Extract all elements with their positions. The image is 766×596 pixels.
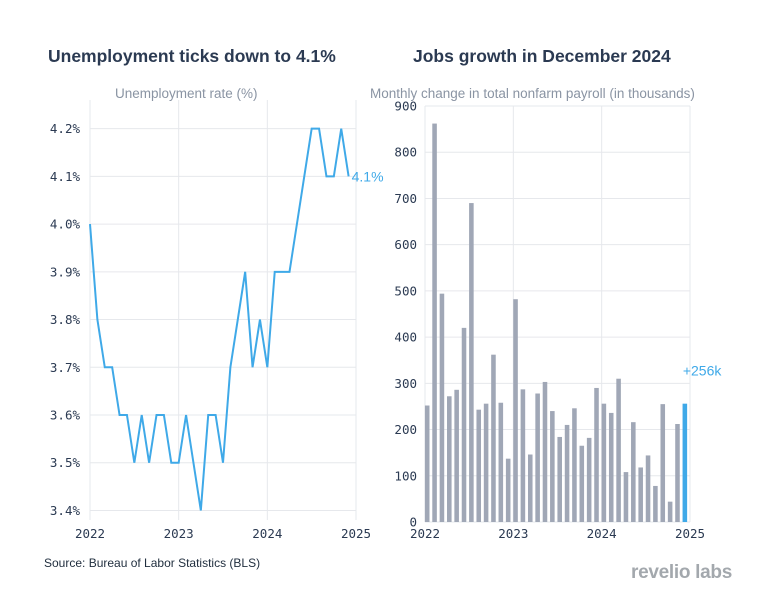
bar [513,299,518,522]
y-tick-label: 4.0% [50,217,81,232]
bar [527,454,533,522]
bar [491,354,496,522]
end-value-label: 4.1% [352,168,384,184]
bar [631,422,636,522]
y-tick-label: 4.1% [50,169,81,184]
bar [653,485,658,522]
bar [476,409,482,522]
x-tick-label: 2022 [410,526,440,541]
bar [520,389,526,522]
y-tick-label: 3.8% [50,312,81,327]
revelio-labs-logo: revelio labs [631,562,732,583]
bar [454,389,459,522]
bar [594,387,599,522]
bar [645,455,651,522]
bar [608,412,614,522]
bar [667,501,673,522]
bar [660,404,666,522]
y-tick-label: 800 [394,145,417,160]
x-tick-label: 2025 [341,526,371,541]
bar [557,436,562,522]
x-tick-label: 2023 [164,526,194,541]
y-tick-label: 3.4% [50,503,81,518]
bar [447,396,452,522]
bar [432,123,437,522]
right-chart-subtitle: Monthly change in total nonfarm payroll … [370,86,695,101]
bar-highlighted [682,403,688,522]
bar [469,203,474,523]
unemployment-line-chart: 3.4% 3.5% 3.6% 3.7% 3.8% 3.9% 4.0% 4.1% 4.2% 2022… [50,100,384,541]
bar [498,402,504,522]
y-tick-label: 200 [394,422,417,437]
bar [572,408,577,522]
bar [638,467,643,522]
y-tick-label: 900 [394,99,417,114]
bar [601,403,607,522]
x-tick-label: 2024 [252,526,282,541]
unemployment-series-line [89,127,350,511]
bar [505,458,511,522]
bar [623,472,629,522]
x-tick-label: 2025 [675,526,705,541]
y-tick-label: 3.9% [50,264,81,279]
source-note: Source: Bureau of Labor Statistics (BLS) [44,556,261,570]
bar [483,403,489,522]
payroll-bar-chart: 0 100 200 300 400 500 600 700 800 900 2022 2023 2024… [394,99,722,542]
y-tick-label: 3.6% [50,408,81,423]
y-tick-label: 100 [394,468,417,483]
bar [579,445,585,522]
bar [564,424,570,522]
bar [675,424,680,522]
y-tick-label: 600 [394,237,417,252]
y-tick-label: 4.2% [50,121,81,136]
y-tick-label: 3.5% [50,455,81,470]
bar [535,393,540,522]
x-tick-label: 2024 [587,526,617,541]
bar [461,327,467,522]
x-tick-label: 2022 [75,526,105,541]
x-tick-label: 2023 [498,526,528,541]
bar [616,378,621,522]
bar [542,381,548,522]
y-tick-label: 300 [394,376,417,391]
y-tick-label: 3.7% [50,360,81,375]
left-chart-subtitle: Unemployment rate (%) [115,86,258,101]
y-tick-label: 400 [394,330,417,345]
right-chart-title: Jobs growth in December 2024 [413,46,671,66]
bar [550,411,555,522]
bar [586,437,592,522]
bar [439,293,445,522]
end-value-label: +256k [683,363,723,379]
left-chart-title: Unemployment ticks down to 4.1% [48,46,336,66]
y-tick-label: 700 [394,191,417,206]
y-tick-label: 500 [394,283,417,298]
y-tick-label: 0 [409,515,417,530]
bar [424,405,430,522]
